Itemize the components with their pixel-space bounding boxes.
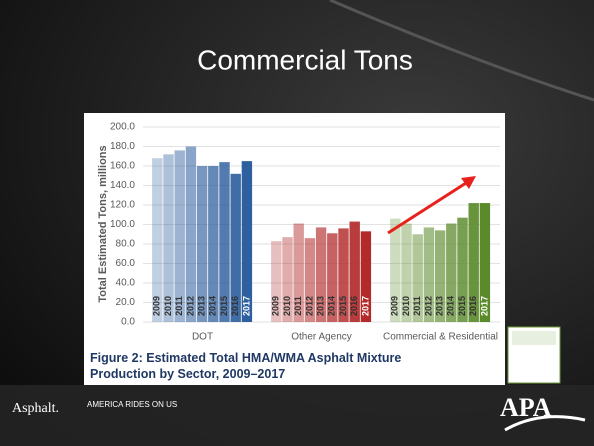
bar <box>271 241 282 322</box>
bar-year-label: 2011 <box>293 296 303 316</box>
bar <box>219 162 230 322</box>
bar-year-label: 2015 <box>338 296 348 316</box>
y-tick-label: 60.0 <box>116 258 136 269</box>
bar <box>163 154 174 322</box>
bar <box>468 203 479 322</box>
x-group-label: Other Agency <box>291 332 352 343</box>
bar <box>434 230 446 322</box>
bar <box>360 231 372 322</box>
bar <box>338 228 349 322</box>
bar <box>185 146 197 322</box>
bar-year-label: 2011 <box>174 296 184 316</box>
bar <box>241 161 253 322</box>
bar <box>412 234 423 322</box>
bar-year-label: 2016 <box>349 296 359 316</box>
y-axis-title: Total Estimated Tons, millions <box>97 145 109 302</box>
bar-year-label: 2014 <box>446 296 456 316</box>
bar-year-label: 2013 <box>434 296 444 316</box>
bar-year-label: 2011 <box>412 296 422 316</box>
thumbnail-header <box>512 331 556 345</box>
y-tick-label: 200.0 <box>110 122 135 133</box>
bar-year-label: 2013 <box>196 296 206 316</box>
trend-arrow <box>387 181 467 235</box>
y-tick-label: 20.0 <box>116 297 136 308</box>
bar-year-label: 2010 <box>282 296 292 316</box>
slide-title: Commercial Tons <box>197 44 413 75</box>
y-tick-label: 80.0 <box>116 239 136 250</box>
bar-year-label: 2009 <box>390 296 400 316</box>
bar-year-label: 2009 <box>152 296 162 316</box>
bar <box>152 158 163 322</box>
bar-year-label: 2015 <box>219 296 229 316</box>
bar-year-label: 2014 <box>208 296 218 316</box>
bar-year-label: 2017 <box>360 296 370 316</box>
bar <box>401 223 412 322</box>
bar <box>457 217 468 322</box>
bar-year-label: 2012 <box>304 296 314 316</box>
bar <box>174 150 185 322</box>
road-stripe <box>329 0 594 102</box>
bar-year-label: 2012 <box>185 296 195 316</box>
bar-year-label: 2012 <box>423 296 433 316</box>
bar-year-label: 2015 <box>457 296 467 316</box>
bar <box>479 203 491 322</box>
y-tick-label: 0.0 <box>121 317 135 328</box>
arrow-head <box>461 176 476 189</box>
y-tick-label: 120.0 <box>110 200 135 211</box>
bar <box>423 227 435 322</box>
bar-year-label: 2016 <box>468 296 478 316</box>
y-tick-label: 140.0 <box>110 180 135 191</box>
chart-caption: Figure 2: Estimated Total HMA/WMA Asphal… <box>90 351 402 381</box>
bar-year-label: 2017 <box>479 296 489 316</box>
bar-year-label: 2014 <box>327 296 337 316</box>
logo-swoosh <box>504 415 586 432</box>
bar <box>304 238 316 322</box>
bar <box>349 221 360 322</box>
y-tick-label: 100.0 <box>110 219 135 230</box>
bar <box>446 223 457 322</box>
bar-year-label: 2010 <box>163 296 173 316</box>
chart-panel <box>84 113 505 385</box>
plot: 0.0 20.0 40.0 60.0 80.0 100.0 120.0 140.0 160.0 1… <box>110 122 500 343</box>
bar-year-label: 2010 <box>401 296 411 316</box>
footer-logo: Asphalt. <box>12 401 59 416</box>
bar <box>315 227 327 322</box>
bar <box>282 237 293 322</box>
bar <box>390 218 401 322</box>
bar <box>196 166 208 322</box>
x-group-label: DOT <box>192 332 213 343</box>
x-group-label: Commercial & Residential <box>383 332 498 343</box>
footer-bar <box>0 385 594 446</box>
y-tick-label: 160.0 <box>110 161 135 172</box>
bar <box>230 173 241 322</box>
bar-year-label: 2009 <box>271 296 281 316</box>
y-tick-label: 40.0 <box>116 278 136 289</box>
bar <box>327 233 338 322</box>
footer-tagline: AMERICA RIDES ON US <box>87 400 177 409</box>
bar-year-label: 2013 <box>315 296 325 316</box>
bar-year-label: 2017 <box>241 296 251 316</box>
bar-year-label: 2016 <box>230 296 240 316</box>
y-tick-label: 180.0 <box>110 141 135 152</box>
bar <box>293 223 304 322</box>
bar <box>208 166 219 322</box>
